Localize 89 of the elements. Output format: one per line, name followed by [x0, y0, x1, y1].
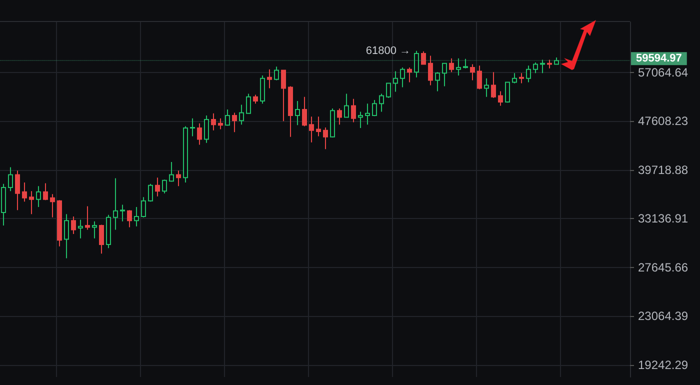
candlestick: [57, 200, 62, 247]
candlestick: [253, 94, 258, 104]
candlestick: [281, 69, 286, 122]
candlestick: [92, 220, 97, 239]
candlestick: [183, 126, 188, 183]
candlestick: [225, 109, 230, 126]
candlestick: [449, 58, 454, 73]
y-tick-label: 47608.23: [638, 114, 688, 128]
y-tick-label: 19242.29: [638, 358, 688, 372]
candlestick: [533, 62, 538, 74]
candlestick: [218, 118, 223, 130]
candlestick: [393, 70, 398, 92]
y-tick-label: 27645.66: [638, 260, 688, 274]
candlestick: [435, 72, 440, 92]
y-tick-label: 39718.88: [638, 162, 688, 177]
candlestick: [211, 112, 216, 131]
candlestick: [330, 108, 335, 138]
candlestick: [442, 62, 447, 87]
candlestick: [463, 58, 468, 69]
candlestick: [477, 65, 482, 90]
annotation: 61800 →: [366, 44, 410, 57]
candlestick: [512, 72, 517, 84]
candlestick: [365, 103, 370, 126]
candlestick: [120, 204, 125, 222]
candlestick: [85, 206, 90, 230]
candlestick: [372, 99, 377, 117]
candlestick: [344, 93, 349, 118]
candlestick: [421, 50, 426, 66]
candlestick: [99, 224, 104, 254]
y-tick-label: 23064.39: [638, 309, 688, 324]
candlestick: [204, 115, 209, 144]
candlestick: [50, 194, 55, 218]
candlestick: [71, 216, 76, 234]
candlestick: [36, 186, 41, 208]
candlestick: [43, 182, 48, 201]
candlestick: [358, 111, 363, 129]
candlestick: [309, 116, 314, 143]
candlestick: [22, 182, 27, 202]
candlestick: [15, 170, 20, 211]
y-tick-label: 57064.64: [638, 65, 688, 80]
candlestick: [134, 206, 139, 227]
candlestick: [302, 96, 307, 127]
candlestick: [547, 59, 552, 69]
candlestick: [526, 65, 531, 83]
candlestick: [127, 210, 132, 228]
candlestick: [400, 67, 405, 88]
candlestick: [288, 86, 293, 138]
candlestick: [106, 214, 111, 249]
candlestick: [484, 78, 489, 98]
candlestick: [8, 166, 13, 192]
candlestick: [267, 68, 272, 89]
candlestick: [379, 93, 384, 112]
candlestick: [78, 219, 83, 239]
candlestick: [519, 72, 524, 84]
candlestick: [414, 50, 419, 78]
y-tick-label: 33136.91: [638, 212, 688, 226]
candlestick: [246, 93, 251, 114]
candlestick: [498, 90, 503, 106]
candlestick: [148, 183, 153, 202]
candlestick: [505, 81, 510, 104]
candlestick: [386, 82, 391, 98]
candlestick: [162, 179, 167, 194]
candlestick: [260, 74, 265, 104]
candlestick: [1, 183, 6, 226]
candlestick: [232, 112, 237, 133]
candlestick: [491, 72, 496, 98]
candlestick: [274, 66, 279, 81]
candlestick: [190, 118, 195, 137]
candlestick: [141, 196, 146, 218]
candlestick: [337, 108, 342, 126]
candlestick: [176, 170, 181, 187]
candlestick: [155, 177, 160, 197]
candlestick: [351, 98, 356, 123]
candlestick: [470, 64, 475, 81]
candlestick: [239, 104, 244, 126]
candlestick: [169, 161, 174, 182]
candlestick: [407, 67, 412, 83]
candlestick: [113, 178, 118, 230]
candlestick: [554, 56, 559, 66]
candlestick: [316, 116, 321, 137]
candlestick: [64, 214, 69, 259]
candlestick: [540, 59, 545, 74]
candlestick: [197, 122, 202, 146]
candlestick: [456, 58, 461, 76]
candlestick: [295, 100, 300, 126]
ref-line-label: 59594.97: [636, 52, 682, 65]
candlestick: [323, 126, 328, 150]
candlestick: [428, 55, 433, 86]
candlestick: [29, 190, 34, 215]
